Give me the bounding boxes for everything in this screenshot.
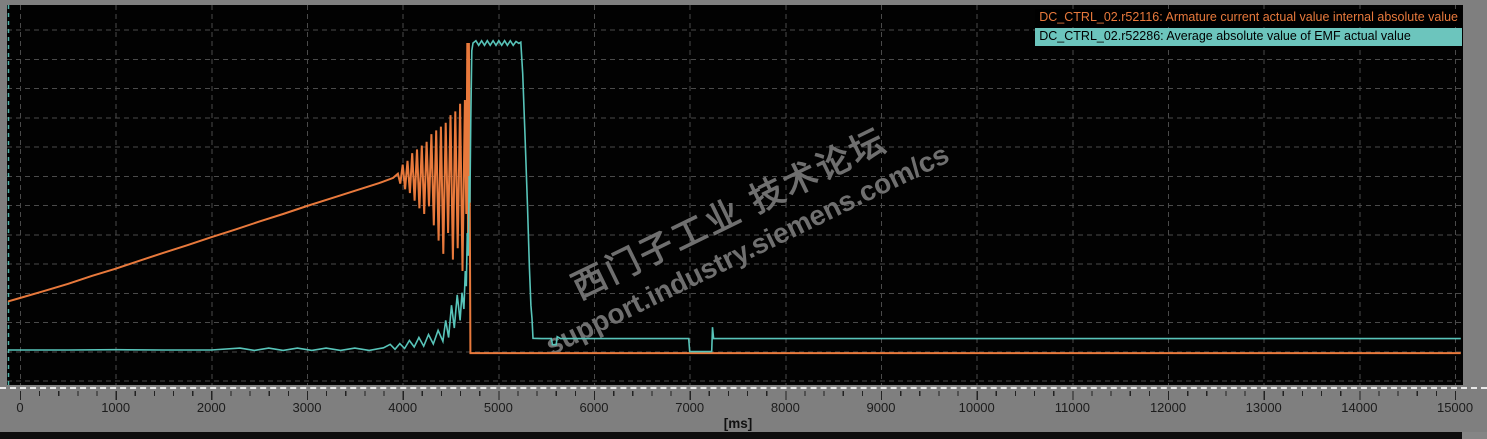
bottom-right-corner — [1462, 432, 1487, 439]
x-tick-label-12000: 12000 — [1149, 400, 1187, 415]
signal-traces — [7, 39, 1461, 355]
x-tick-label-15000: 15000 — [1436, 400, 1474, 415]
x-tick-label-2000: 2000 — [196, 400, 226, 415]
trace-series-1 — [7, 42, 1461, 355]
x-tick-label-11000: 11000 — [1054, 400, 1090, 415]
x-axis-ticks — [19, 391, 1457, 400]
grid-lines — [7, 5, 1463, 385]
trace-plot-area[interactable]: 西门子工业 技术论坛 support.industry.siemens.com/… — [7, 5, 1463, 385]
trace-chart[interactable]: 西门子工业 技术论坛 support.industry.siemens.com/… — [7, 5, 1463, 385]
watermark-line2: support.industry.siemens.com/cs — [541, 138, 954, 361]
bottom-border-strip — [0, 432, 1462, 439]
x-tick-label-14000: 14000 — [1341, 400, 1378, 415]
x-tick-label-7000: 7000 — [675, 400, 705, 415]
x-tick-label-13000: 13000 — [1245, 400, 1282, 415]
x-tick-label-9000: 9000 — [866, 400, 896, 415]
legend: DC_CTRL_02.r52116: Armature current actu… — [1035, 9, 1462, 46]
x-tick-label-10000: 10000 — [958, 400, 995, 415]
x-axis-labels: 0 1000 2000 3000 4000 5000 6000 7000 8000 9000 100… — [0, 400, 1487, 416]
trace-series-2 — [8, 39, 1461, 353]
x-tick-label-4000: 4000 — [388, 400, 418, 415]
axis-top-dashed-line — [0, 387, 1487, 389]
x-tick-label-6000: 6000 — [579, 400, 609, 415]
x-tick-label-5000: 5000 — [483, 400, 513, 415]
x-axis-strip: 0 1000 2000 3000 4000 5000 6000 7000 8000 9000 100… — [0, 385, 1487, 432]
x-tick-label-1000: 1000 — [101, 400, 131, 415]
x-tick-label-3000: 3000 — [292, 400, 322, 415]
legend-series1-armature-current[interactable]: DC_CTRL_02.r52116: Armature current actu… — [1035, 9, 1462, 27]
watermark: 西门子工业 技术论坛 support.industry.siemens.com/… — [541, 121, 954, 361]
x-tick-label-0: 0 — [16, 400, 24, 415]
x-tick-label-8000: 8000 — [770, 400, 800, 415]
legend-series2-emf-average[interactable]: DC_CTRL_02.r52286: Average absolute valu… — [1035, 28, 1462, 46]
x-axis-unit-label: [ms] — [723, 416, 753, 431]
